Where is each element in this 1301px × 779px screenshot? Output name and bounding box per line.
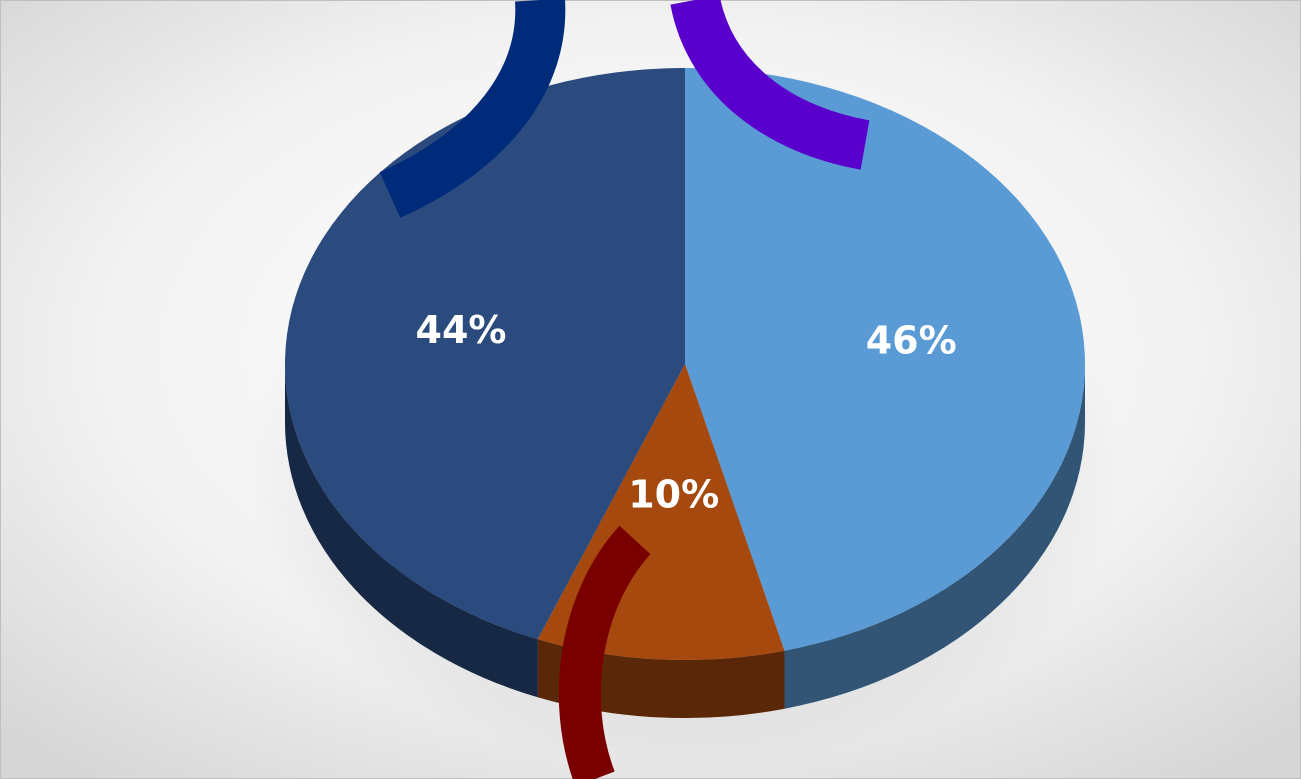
decorations: [379, 0, 870, 779]
slice-side-shade: [285, 364, 538, 698]
slice: [284, 67, 685, 640]
arrow: [558, 525, 651, 779]
data-label: 46%: [866, 318, 957, 362]
data-label: 10%: [628, 472, 719, 516]
slice-side-shade: [784, 364, 1085, 709]
slice-side: [784, 364, 1085, 709]
arrow: [670, 0, 870, 170]
slice: [685, 68, 1086, 651]
slice-side: [285, 364, 538, 698]
arrow: [379, 0, 566, 218]
data-label: 44%: [416, 308, 507, 352]
